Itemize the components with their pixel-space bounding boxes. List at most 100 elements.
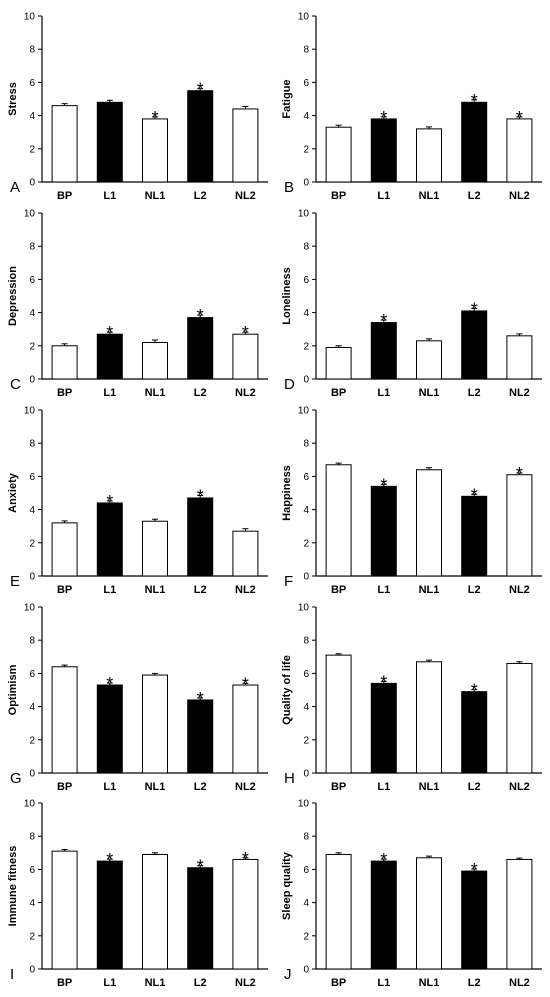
chart-panel-f: 0 2 4 6 8 10 Happiness F BP * L1 NL1 * L2 * NL2	[281, 406, 542, 596]
x-tick-label: BP	[57, 584, 72, 596]
y-tick-label: 2	[29, 341, 35, 352]
bar-l1	[96, 101, 123, 183]
y-tick-label: 10	[24, 12, 36, 23]
bar-bp	[325, 126, 352, 183]
bar-l1	[370, 682, 397, 774]
significance-star: *	[380, 475, 387, 495]
y-tick-label: 10	[24, 603, 36, 614]
y-axis-label: Sleep quality	[281, 851, 293, 920]
y-tick-label: 4	[29, 111, 35, 122]
y-tick-label: 0	[29, 178, 35, 189]
significance-star: *	[106, 850, 113, 870]
y-tick-label: 10	[298, 406, 310, 417]
y-tick-label: 10	[24, 406, 36, 417]
y-tick-label: 10	[298, 799, 310, 810]
significance-star: *	[106, 492, 113, 512]
y-axis-label: Loneliness	[281, 267, 293, 324]
bar-nl1	[142, 341, 168, 380]
bar-bp	[325, 853, 352, 970]
bar-nl1	[142, 853, 168, 970]
significance-star: *	[516, 108, 523, 128]
y-tick-label: 6	[29, 78, 35, 89]
x-tick-label: BP	[57, 190, 72, 202]
chart-panel-a: 0 2 4 6 8 10 Stress A BP L1 * NL1 * L2 NL2	[7, 12, 268, 202]
x-tick-label: NL2	[235, 190, 256, 202]
chart-panel-c: 0 2 4 6 8 10 Depression C BP * L1 NL1 * L2 * NL2	[7, 209, 268, 399]
x-tick-label: L2	[194, 781, 207, 793]
panel-letter: C	[10, 376, 21, 393]
significance-star: *	[242, 849, 249, 869]
y-tick-label: 2	[303, 538, 309, 549]
bar-nl2	[506, 474, 533, 577]
y-tick-label: 0	[29, 572, 35, 583]
y-tick-label: 4	[29, 308, 35, 319]
bar-l2	[187, 317, 214, 380]
x-tick-label: L1	[377, 387, 390, 399]
chart-panel-h: 0 2 4 6 8 10 Quality of life H BP * L1 NL1 * L2 NL2	[281, 603, 542, 793]
x-tick-label: L1	[103, 781, 116, 793]
panel-letter: A	[10, 179, 20, 196]
y-tick-label: 8	[303, 439, 309, 450]
y-tick-label: 0	[303, 178, 309, 189]
x-tick-label: BP	[331, 387, 346, 399]
x-tick-label: L1	[103, 977, 116, 989]
chart-panel-d: 0 2 4 6 8 10 Loneliness D BP * L1 NL1 * L2 NL2	[281, 209, 542, 399]
y-axis-label: Anxiety	[7, 472, 19, 513]
x-tick-label: NL2	[509, 781, 530, 793]
y-tick-label: 4	[303, 898, 309, 909]
panel-letter: E	[10, 573, 20, 590]
y-tick-label: 8	[303, 832, 309, 843]
x-tick-label: L2	[468, 190, 481, 202]
bar-l2	[461, 310, 488, 380]
y-tick-label: 8	[29, 439, 35, 450]
x-tick-label: NL1	[419, 781, 440, 793]
bar-l2	[187, 497, 214, 577]
y-tick-label: 0	[29, 375, 35, 386]
chart-panel-e: 0 2 4 6 8 10 Anxiety E BP * L1 NL1 * L2 NL2	[7, 406, 268, 596]
significance-star: *	[471, 681, 478, 701]
bar-l1	[96, 684, 123, 774]
bar-nl1	[142, 674, 168, 774]
y-tick-label: 2	[29, 931, 35, 942]
x-tick-label: BP	[331, 781, 346, 793]
x-tick-label: NL1	[145, 387, 166, 399]
y-axis-label: Stress	[7, 82, 19, 116]
x-tick-label: L1	[377, 190, 390, 202]
y-tick-label: 0	[303, 769, 309, 780]
bar-nl1	[416, 661, 442, 774]
chart-panel-g: 0 2 4 6 8 10 Optimism G BP * L1 NL1 * L2 * NL2	[7, 603, 268, 793]
bar-l2	[461, 101, 488, 183]
bar-l1	[370, 860, 397, 970]
x-tick-label: BP	[331, 584, 346, 596]
y-tick-label: 6	[303, 472, 309, 483]
significance-star: *	[471, 299, 478, 319]
chart-panel-j: 0 2 4 6 8 10 Sleep quality J BP * L1 NL1 * L2 NL2	[281, 799, 542, 989]
x-tick-label: L1	[377, 977, 390, 989]
y-tick-label: 4	[303, 702, 309, 713]
x-tick-label: L2	[194, 977, 207, 989]
bar-nl2	[506, 662, 533, 774]
bar-nl1	[142, 520, 168, 577]
bar-nl2	[232, 530, 259, 577]
significance-star: *	[106, 323, 113, 343]
y-tick-label: 6	[303, 78, 309, 89]
significance-star: *	[380, 108, 387, 128]
y-tick-label: 4	[29, 505, 35, 516]
bar-l1	[96, 333, 123, 380]
bar-bp	[51, 105, 78, 183]
bar-nl1	[416, 857, 442, 970]
bar-nl1	[142, 118, 168, 183]
significance-star: *	[471, 91, 478, 111]
x-tick-label: NL2	[509, 584, 530, 596]
bar-nl1	[416, 469, 442, 577]
y-tick-label: 8	[303, 45, 309, 56]
chart-panel-i: 0 2 4 6 8 10 Immune fitness I BP * L1 NL1 * L2 * NL2	[7, 799, 268, 989]
x-tick-label: BP	[57, 781, 72, 793]
x-tick-label: L2	[468, 977, 481, 989]
y-tick-label: 4	[303, 111, 309, 122]
bar-nl2	[506, 335, 533, 380]
bar-bp	[325, 464, 352, 577]
x-tick-label: NL2	[235, 387, 256, 399]
bar-l1	[96, 860, 123, 970]
y-tick-label: 2	[29, 538, 35, 549]
